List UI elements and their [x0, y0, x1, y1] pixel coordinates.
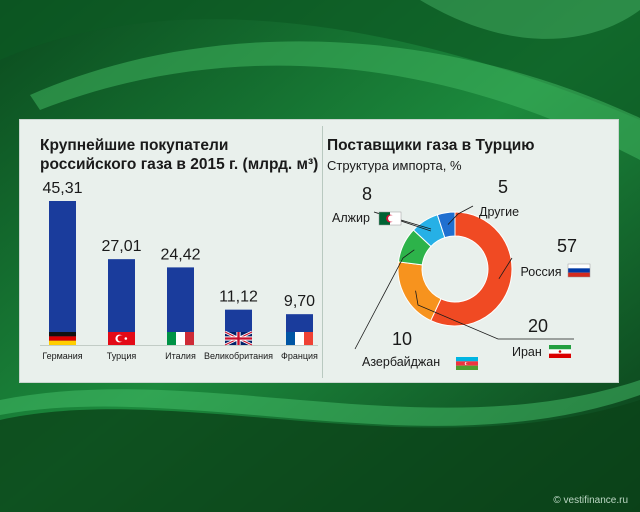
- bar-value-label: 45,31: [42, 180, 82, 197]
- category-label: Германия: [42, 351, 82, 361]
- slice-value-label: 10: [392, 329, 412, 349]
- bar-value-label: 9,70: [284, 293, 315, 310]
- turkey-flag: [108, 332, 135, 345]
- slice-name-label: Иран: [512, 345, 542, 359]
- bar-Германия: [49, 201, 76, 345]
- donut-slice-Россия: [430, 211, 513, 327]
- flag-crescent-cut: [388, 215, 395, 222]
- iran-flag: [549, 345, 571, 358]
- donut-slice-Другие: [436, 211, 456, 239]
- leader-line: [415, 290, 574, 340]
- flag-stripe: [176, 332, 185, 345]
- category-label: Великобритания: [204, 351, 273, 361]
- flag-stripe: [185, 332, 194, 345]
- slice-value-label: 57: [557, 236, 577, 256]
- flag-stripe: [49, 336, 76, 341]
- italy-flag: [167, 332, 194, 345]
- slice-name-label: Алжир: [332, 211, 370, 225]
- left-title-line1: Крупнейшие покупатели: [40, 137, 229, 154]
- flag-border: [567, 263, 591, 278]
- category-label: Италия: [165, 351, 196, 361]
- slice-name-label: Другие: [479, 205, 519, 219]
- flag-stripe: [304, 332, 313, 345]
- flag-stripe: [456, 365, 478, 370]
- leader-line: [498, 257, 513, 280]
- flag-stripe: [167, 332, 176, 345]
- slice-value-label: 5: [498, 177, 508, 197]
- flag-stripe: [568, 268, 590, 273]
- flag-half: [379, 212, 390, 225]
- bar-value-label: 11,12: [219, 289, 258, 306]
- flag-star: [124, 337, 128, 340]
- bar-Турция: [108, 259, 135, 345]
- flag-stripe: [295, 332, 304, 345]
- flag-crescent-cut: [117, 335, 124, 342]
- leader-line: [354, 249, 415, 350]
- flag-stripe: [49, 332, 76, 337]
- slice-name-label: Россия: [521, 265, 562, 279]
- flag-cross-red: [225, 332, 252, 345]
- flag-stripe: [49, 340, 76, 345]
- category-label: Турция: [107, 351, 137, 361]
- flag-stripe: [568, 272, 590, 277]
- flag-stripe: [549, 345, 571, 350]
- panel-divider: [322, 126, 323, 378]
- leader-line: [373, 211, 432, 232]
- right-chart-subtitle: Структура импорта, %: [327, 158, 462, 173]
- germany-flag: [49, 332, 76, 345]
- slice-name-label: Азербайджан: [362, 355, 440, 369]
- category-label: Франция: [281, 351, 318, 361]
- flag-half: [390, 212, 401, 225]
- flag-stripe: [568, 264, 590, 269]
- flag-border: [378, 211, 402, 226]
- azerbaijan-flag: [456, 357, 478, 370]
- slice-value-label: 8: [362, 184, 372, 204]
- left-title-line2: российского газа в 2015 г. (млрд. м³): [40, 156, 319, 173]
- watermark: © vestifinance.ru: [553, 495, 628, 506]
- russia-flag: [567, 263, 591, 278]
- bar-value-label: 24,42: [160, 246, 200, 263]
- algeria-flag: [378, 211, 402, 226]
- bar-value-label: 27,01: [101, 238, 141, 255]
- flag-crescent-cut: [465, 362, 469, 365]
- left-chart-title: Крупнейшие покупатели российского газа в…: [40, 136, 318, 174]
- flag-emblem: [558, 350, 562, 353]
- flag-stripe: [456, 357, 478, 362]
- right-chart-title: Поставщики газа в Турцию: [327, 137, 535, 154]
- slice-value-label: 20: [528, 316, 548, 336]
- leader-line: [447, 205, 474, 225]
- flag-stripe: [549, 353, 571, 358]
- uk-flag: [224, 330, 253, 347]
- france-flag: [286, 332, 313, 345]
- flag-stripe: [286, 332, 295, 345]
